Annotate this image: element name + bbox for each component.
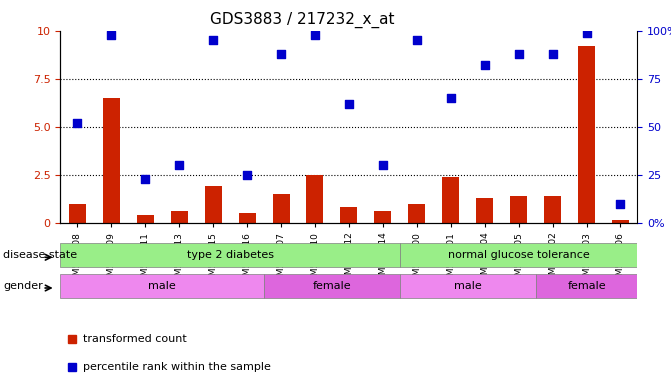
Bar [409,204,425,223]
Bar [103,98,120,223]
Point [140,175,150,182]
Bar [307,175,323,223]
FancyBboxPatch shape [60,274,264,298]
Bar [69,204,86,223]
FancyBboxPatch shape [535,274,637,298]
Point [276,51,287,57]
Point [378,162,389,168]
Bar [272,194,289,223]
Bar [578,46,595,223]
Point [446,95,456,101]
Text: type 2 diabetes: type 2 diabetes [187,250,274,260]
Point [242,172,252,178]
Text: gender: gender [3,281,43,291]
Text: transformed count: transformed count [83,334,187,344]
Point [208,37,219,43]
Point [309,31,320,38]
Bar [340,207,358,223]
Text: disease state: disease state [3,250,77,260]
Point [581,30,592,36]
FancyBboxPatch shape [264,274,400,298]
Bar [205,186,221,223]
Bar [239,213,256,223]
Point [344,101,354,107]
Point [479,62,490,68]
Text: percentile rank within the sample: percentile rank within the sample [83,362,271,372]
Point [106,31,117,38]
Bar [612,220,629,223]
Text: male: male [454,281,482,291]
Text: female: female [313,281,351,291]
Bar [374,211,391,223]
Bar [544,196,561,223]
Bar [510,196,527,223]
Text: normal glucose tolerance: normal glucose tolerance [448,250,590,260]
Point [548,51,558,57]
FancyBboxPatch shape [400,274,535,298]
Point [615,200,626,207]
Point [72,120,83,126]
Bar [442,177,459,223]
Point [513,51,524,57]
Text: female: female [567,281,606,291]
Bar [476,198,493,223]
Point [411,37,422,43]
Bar [137,215,154,223]
Text: GDS3883 / 217232_x_at: GDS3883 / 217232_x_at [210,12,394,28]
Point [174,162,185,168]
FancyBboxPatch shape [60,243,400,268]
Bar [170,211,188,223]
FancyBboxPatch shape [400,243,637,268]
Text: male: male [148,281,176,291]
